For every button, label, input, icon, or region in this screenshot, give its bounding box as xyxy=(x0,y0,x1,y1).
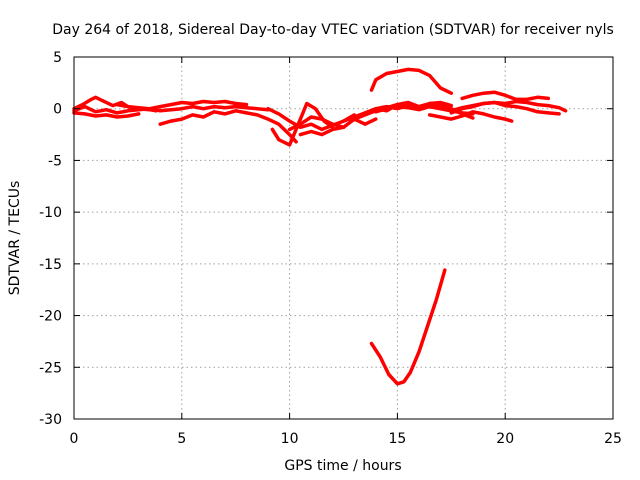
y-axis-tick-labels: 5 0 -5 -10 -15 -20 -25 -30 xyxy=(39,50,62,428)
y-tick-label: -30 xyxy=(39,412,62,428)
y-tick-label: -15 xyxy=(39,257,62,273)
series-arc-7 xyxy=(266,106,357,132)
series-arc-13 xyxy=(369,67,454,95)
y-tick-label: 0 xyxy=(53,102,62,118)
series-arc-5 xyxy=(158,109,298,144)
x-tick-label: 20 xyxy=(496,431,514,447)
y-axis-label: SDTVAR / TECUs xyxy=(7,181,23,296)
y-tick-label: 5 xyxy=(53,50,62,66)
series-arc-18 xyxy=(369,268,447,386)
plot-area-border xyxy=(73,56,614,420)
y-tick-label: -25 xyxy=(39,360,62,376)
series-arc-15 xyxy=(460,90,551,102)
axis-ticks xyxy=(73,56,614,420)
series-arc-17 xyxy=(427,110,514,123)
series-arc-3 xyxy=(72,111,141,119)
series-arc-9 xyxy=(298,125,346,137)
data-series-group xyxy=(72,67,568,386)
series-arc-4 xyxy=(115,99,249,111)
x-axis-label: GPS time / hours xyxy=(284,458,401,474)
grid-lines xyxy=(74,57,613,419)
x-tick-label: 10 xyxy=(281,431,299,447)
x-axis-tick-labels: 0 5 10 15 20 25 xyxy=(70,431,622,447)
series-arc-8 xyxy=(287,115,378,132)
series-arc-2 xyxy=(72,104,270,115)
y-tick-label: -10 xyxy=(39,205,62,221)
y-tick-label: -20 xyxy=(39,309,62,325)
y-tick-label: -5 xyxy=(48,153,62,169)
x-tick-label: 15 xyxy=(388,431,406,447)
x-tick-label: 0 xyxy=(70,431,79,447)
series-arc-16 xyxy=(449,100,561,116)
x-tick-label: 25 xyxy=(604,431,622,447)
x-tick-label: 5 xyxy=(177,431,186,447)
chart-title: Day 264 of 2018, Sidereal Day-to-day VTE… xyxy=(52,22,614,38)
